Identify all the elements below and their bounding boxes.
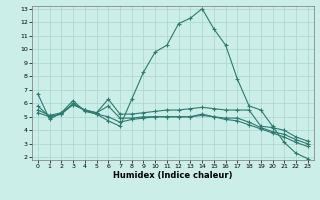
X-axis label: Humidex (Indice chaleur): Humidex (Indice chaleur)	[113, 171, 233, 180]
